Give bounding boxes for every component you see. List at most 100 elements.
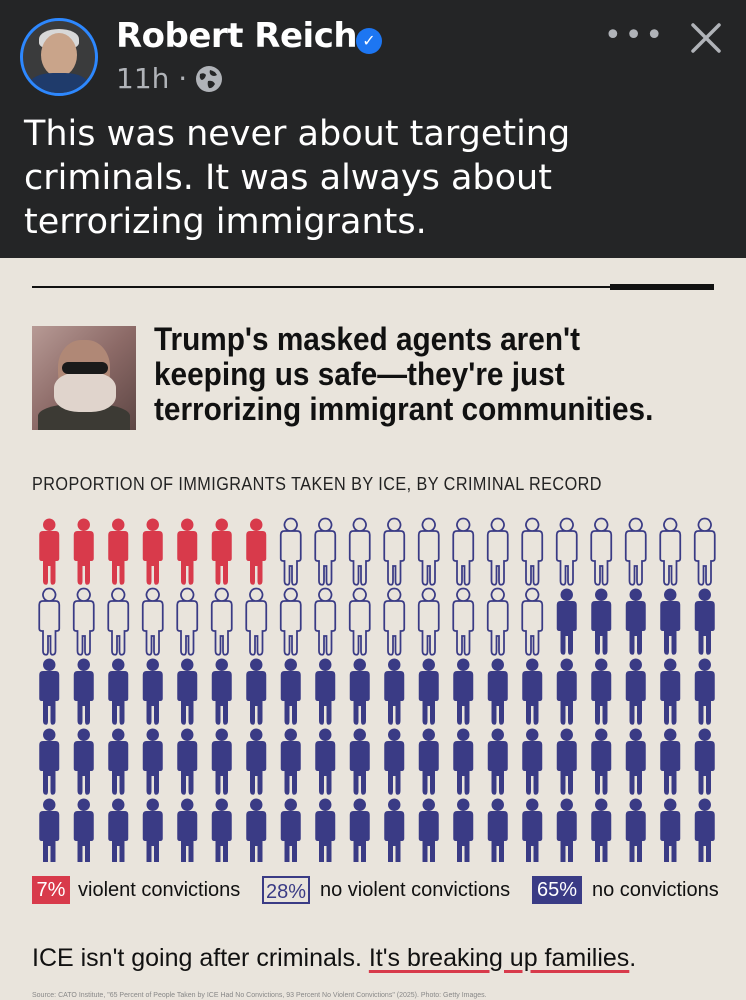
person-icon-violent-convictions	[142, 518, 163, 585]
legend-badge-violent: 7%	[32, 876, 70, 904]
person-icon-no-violent-convictions	[38, 587, 61, 656]
person-icon-no-convictions	[591, 728, 612, 795]
post-text: This was never about targeting criminals…	[24, 114, 571, 242]
person-icon-no-convictions	[694, 588, 715, 655]
person-icon-no-convictions	[625, 658, 646, 725]
person-icon-no-violent-convictions	[452, 587, 475, 656]
person-icon-no-convictions	[384, 658, 405, 725]
person-icon-no-convictions	[73, 658, 94, 725]
person-icon-no-convictions	[522, 728, 543, 795]
avatar-face	[41, 33, 77, 77]
person-icon-no-convictions	[384, 728, 405, 795]
person-icon-no-convictions	[142, 728, 163, 795]
top-rule-accent	[610, 284, 714, 290]
person-icon-no-violent-convictions	[348, 517, 371, 586]
person-icon-no-convictions	[108, 798, 129, 862]
person-icon-no-violent-convictions	[417, 517, 440, 586]
chart-legend: 7% violent convictions 28% no violent co…	[32, 874, 732, 908]
person-icon-no-convictions	[418, 658, 439, 725]
person-icon-no-convictions	[177, 658, 198, 725]
person-icon-no-violent-convictions	[279, 517, 302, 586]
post-time[interactable]: 11h	[116, 62, 170, 95]
person-icon-no-violent-convictions	[245, 587, 268, 656]
chart-subtitle: PROPORTION OF IMMIGRANTS TAKEN BY ICE, B…	[32, 474, 602, 494]
person-icon-no-convictions	[694, 658, 715, 725]
more-options-button[interactable]: •••	[604, 18, 667, 53]
meta-separator: ·	[178, 62, 188, 95]
person-icon-no-convictions	[349, 798, 370, 862]
person-icon-no-convictions	[453, 798, 474, 862]
person-icon-no-convictions	[108, 728, 129, 795]
person-icon-no-convictions	[211, 728, 232, 795]
person-icon-no-convictions	[246, 658, 267, 725]
verified-badge-icon: ✓	[356, 28, 382, 54]
person-icon-no-convictions	[625, 798, 646, 862]
person-icon-no-convictions	[556, 728, 577, 795]
person-icon-no-violent-convictions	[417, 587, 440, 656]
pictogram-chart	[38, 517, 716, 862]
person-icon-no-convictions	[246, 798, 267, 862]
person-icon-no-convictions	[246, 728, 267, 795]
person-icon-no-convictions	[694, 798, 715, 862]
legend-label-no-violent: no violent convictions	[320, 879, 511, 901]
person-icon-no-convictions	[625, 728, 646, 795]
masked-agent-photo	[32, 326, 136, 430]
person-icon-no-convictions	[453, 728, 474, 795]
close-icon[interactable]	[686, 18, 726, 58]
person-icon-no-convictions	[487, 658, 508, 725]
legend-badge-no-convictions: 65%	[532, 876, 582, 904]
person-icon-no-convictions	[418, 728, 439, 795]
person-icon-no-violent-convictions	[590, 517, 613, 586]
person-icon-no-violent-convictions	[521, 517, 544, 586]
person-icon-no-convictions	[280, 728, 301, 795]
globe-icon[interactable]	[194, 64, 224, 94]
person-icon-no-violent-convictions	[348, 587, 371, 656]
person-icon-no-violent-convictions	[279, 587, 302, 656]
person-icon-no-violent-convictions	[141, 587, 164, 656]
person-icon-no-convictions	[142, 658, 163, 725]
person-icon-violent-convictions	[39, 518, 60, 585]
author-avatar[interactable]	[20, 18, 98, 96]
legend-label-no-convictions: no convictions	[592, 879, 719, 901]
person-icon-no-violent-convictions	[314, 517, 337, 586]
person-icon-no-convictions	[660, 588, 681, 655]
person-icon-no-convictions	[522, 798, 543, 862]
person-icon-violent-convictions	[211, 518, 232, 585]
person-icon-no-convictions	[418, 798, 439, 862]
person-icon-no-violent-convictions	[107, 587, 130, 656]
footer-highlight: It's breaking up families	[368, 944, 630, 972]
person-icon-no-convictions	[349, 728, 370, 795]
person-icon-no-convictions	[694, 728, 715, 795]
person-icon-no-convictions	[39, 798, 60, 862]
infographic-image[interactable]: Trump's masked agents aren't keeping us …	[0, 258, 746, 1000]
person-icon-no-convictions	[315, 658, 336, 725]
person-icon-no-convictions	[177, 728, 198, 795]
person-icon-violent-convictions	[177, 518, 198, 585]
person-icon-no-violent-convictions	[555, 517, 578, 586]
person-icon-no-convictions	[177, 798, 198, 862]
author-name[interactable]: Robert Reich	[116, 16, 358, 56]
person-icon-violent-convictions	[73, 518, 94, 585]
person-icon-no-convictions	[108, 658, 129, 725]
person-icon-no-convictions	[556, 658, 577, 725]
person-icon-no-violent-convictions	[521, 587, 544, 656]
person-icon-no-convictions	[73, 728, 94, 795]
person-icon-no-convictions	[591, 798, 612, 862]
post-meta: 11h ·	[116, 62, 187, 95]
person-icon-no-convictions	[660, 798, 681, 862]
person-icon-no-convictions	[211, 658, 232, 725]
person-icon-no-violent-convictions	[659, 517, 682, 586]
person-icon-no-convictions	[349, 658, 370, 725]
graphic-headline: Trump's masked agents aren't keeping us …	[154, 321, 654, 427]
person-icon-no-convictions	[384, 798, 405, 862]
person-icon-no-convictions	[660, 728, 681, 795]
person-icon-no-convictions	[315, 728, 336, 795]
source-credit: Source: CATO Institute, "65 Percent of P…	[32, 992, 487, 999]
person-icon-no-violent-convictions	[383, 587, 406, 656]
person-icon-no-convictions	[315, 798, 336, 862]
person-icon-no-convictions	[453, 658, 474, 725]
person-icon-no-violent-convictions	[452, 517, 475, 586]
person-icon-no-convictions	[556, 588, 577, 655]
person-icon-no-convictions	[487, 728, 508, 795]
person-icon-no-violent-convictions	[486, 517, 509, 586]
